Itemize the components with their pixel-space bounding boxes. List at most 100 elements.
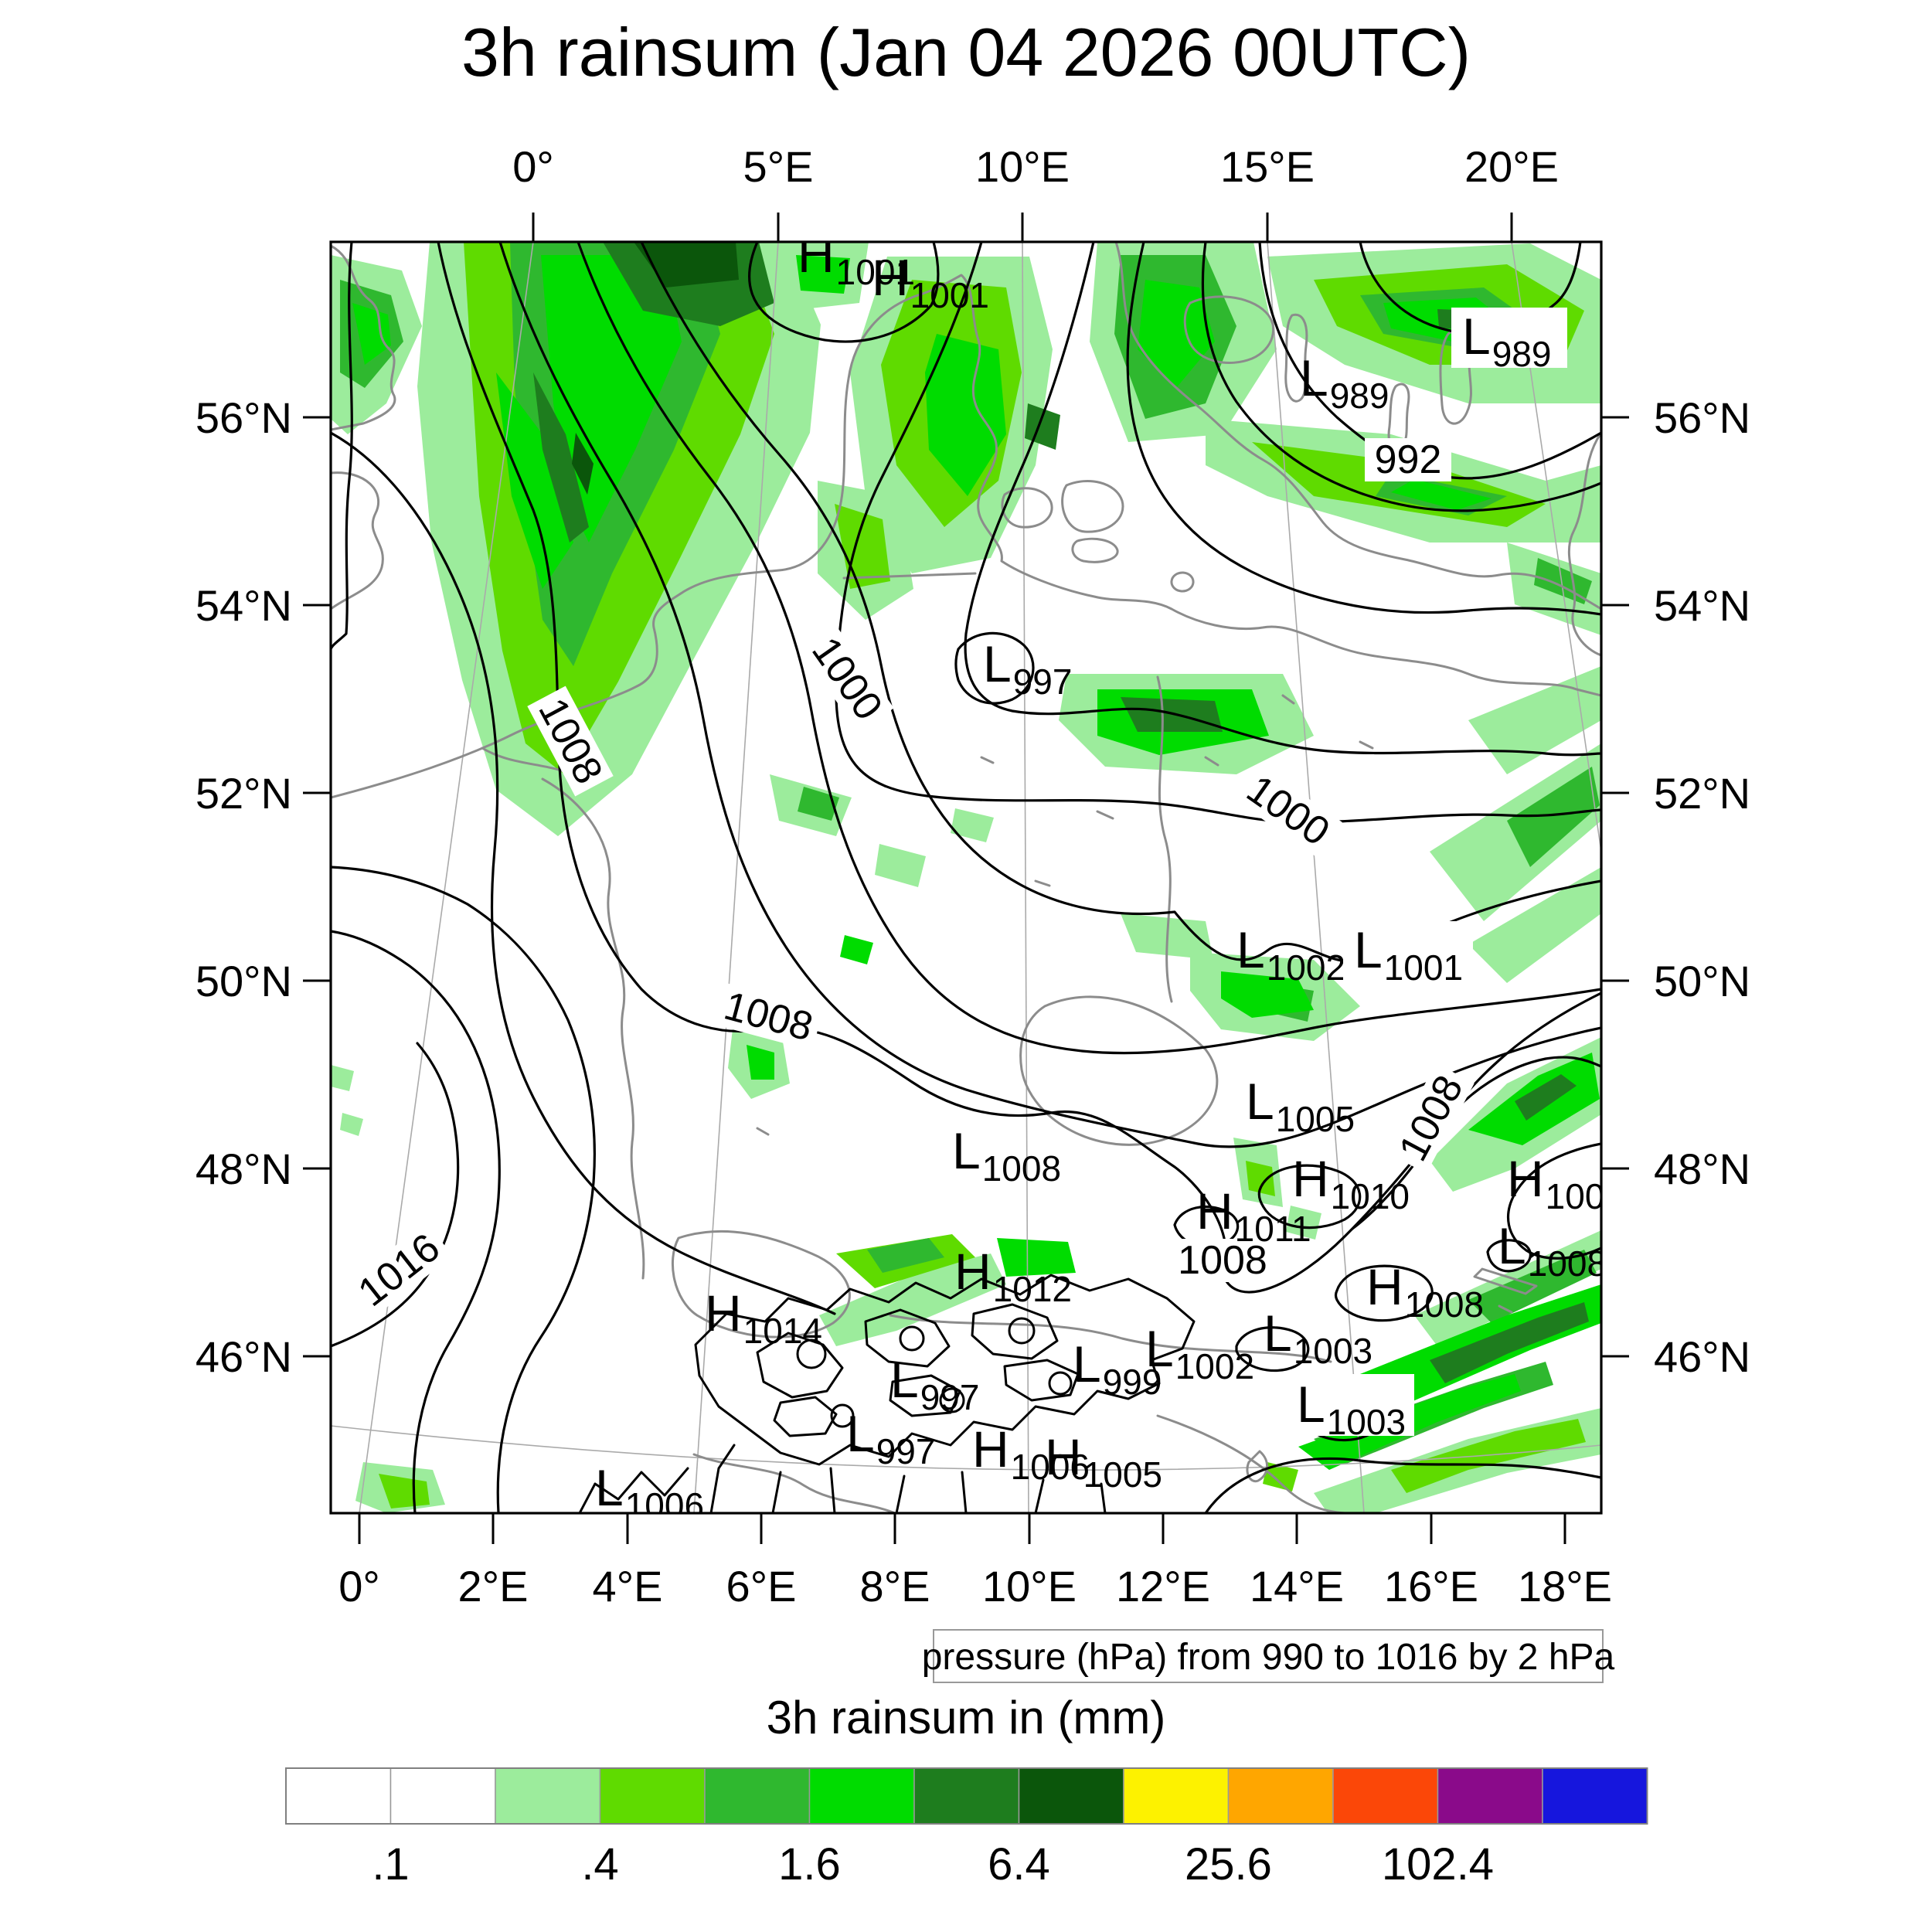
border-czech bbox=[1019, 995, 1219, 1146]
lake-vanern bbox=[1183, 295, 1275, 365]
colorbar-cell bbox=[1018, 1767, 1124, 1825]
bottom-axis-label: 6°E bbox=[726, 1562, 797, 1611]
top-axis-label: 5°E bbox=[743, 142, 814, 191]
contour-label-1008-south: 1008 bbox=[1172, 1238, 1274, 1283]
rain-area bbox=[840, 935, 873, 964]
isobar-1006 bbox=[498, 242, 1601, 1148]
contour-label-bg bbox=[1172, 1239, 1274, 1282]
coastline-adriatic bbox=[1156, 1414, 1346, 1513]
lake-balaton bbox=[1473, 1267, 1538, 1295]
rain-area bbox=[835, 504, 890, 589]
isobar-1014 bbox=[331, 930, 501, 1513]
rain-area bbox=[1221, 971, 1314, 1018]
colorbar-cell bbox=[599, 1767, 706, 1825]
colorbar: 3h rainsum in (mm) .1 .4 1.6 6.4 25.6 10… bbox=[285, 1692, 1648, 1889]
rain-area bbox=[1286, 1206, 1321, 1240]
alps-bottom-stub bbox=[771, 1471, 782, 1513]
contour-label-bg bbox=[1388, 1063, 1475, 1174]
bottom-axis-label: 12°E bbox=[1116, 1562, 1210, 1611]
alps-bottom-stub bbox=[709, 1444, 736, 1513]
island-fyn bbox=[1001, 487, 1053, 529]
pressure-center-H1008: H1008 bbox=[1366, 1258, 1484, 1325]
rain-area bbox=[997, 1238, 1076, 1277]
border-switzerland bbox=[671, 1230, 851, 1338]
pressure-center-L1008b: L1008 bbox=[1498, 1217, 1607, 1284]
rain-area bbox=[796, 255, 850, 294]
pressure-center-L999: L999 bbox=[1073, 1335, 1162, 1402]
colorbar-cell bbox=[1123, 1767, 1230, 1825]
bottom-axis-label: 18°E bbox=[1518, 1562, 1612, 1611]
colorbar-cells bbox=[285, 1767, 1648, 1825]
rain-area bbox=[1430, 1302, 1589, 1383]
isobar-1012 bbox=[331, 866, 596, 1513]
isobar-bottomright-1 bbox=[1204, 1457, 1601, 1513]
alps-inner-loop bbox=[1003, 1359, 1080, 1402]
colorbar-cell bbox=[913, 1767, 1020, 1825]
top-axis-label: 10°E bbox=[975, 142, 1070, 191]
isobar-994 bbox=[1201, 242, 1601, 512]
rain-area bbox=[340, 1113, 363, 1136]
peninsula-istria bbox=[1246, 1450, 1268, 1483]
left-axis-label: 48°N bbox=[196, 1145, 292, 1193]
meridian-15E bbox=[1267, 242, 1365, 1513]
rain-area bbox=[1534, 558, 1592, 604]
alps-bottom-stub bbox=[829, 1467, 836, 1513]
alps-inner-loop bbox=[773, 1396, 838, 1437]
rain-area bbox=[1515, 1074, 1577, 1121]
top-axis-label: 0° bbox=[512, 142, 554, 191]
alps-small-contour bbox=[830, 1403, 855, 1428]
right-axis-label: 50°N bbox=[1654, 957, 1750, 1005]
alps-small-contour bbox=[899, 1325, 925, 1352]
rain-area bbox=[747, 1045, 774, 1080]
pressure-center-L989b: L989 bbox=[1462, 308, 1551, 374]
left-axis: 56°N 54°N 52°N 50°N 48°N 46°N bbox=[196, 393, 331, 1381]
pressure-center-H1001b: H1001 bbox=[872, 249, 989, 315]
pressure-center-L997b: L997 bbox=[890, 1351, 979, 1417]
pressure-center-H1012: H1012 bbox=[954, 1243, 1072, 1309]
alps-inner-loop bbox=[756, 1332, 844, 1399]
pressure-center-L989b-boxed: L989 bbox=[1451, 308, 1567, 374]
pressure-legend-box bbox=[933, 1629, 1604, 1683]
island-bornholm bbox=[1170, 571, 1195, 593]
isobar-1000-loop-H1001 bbox=[748, 242, 940, 343]
isobar-1000 bbox=[835, 242, 1601, 824]
right-axis-label: 46°N bbox=[1654, 1332, 1750, 1381]
rain-area bbox=[867, 1238, 944, 1273]
rain-area bbox=[634, 242, 739, 287]
pressure-center-L1003b-boxed: L1003 bbox=[1284, 1374, 1414, 1442]
alps-bottom-stub bbox=[1034, 1478, 1045, 1513]
coastline-channel-jutland-baltic bbox=[331, 274, 1601, 799]
alps-inner-loop bbox=[864, 1308, 951, 1368]
contour-label-1000-east: 1000 bbox=[1233, 764, 1342, 858]
contour-label-bg bbox=[345, 1221, 453, 1319]
bottom-axis-label: 8°E bbox=[860, 1562, 930, 1611]
left-axis-label: 52°N bbox=[196, 769, 292, 818]
isobar-loop-L1008 bbox=[1486, 1239, 1532, 1273]
alps-bottom-stub bbox=[895, 1475, 906, 1513]
contour-label-1016: 1016 bbox=[345, 1221, 453, 1319]
contour-label-bg bbox=[713, 982, 824, 1051]
left-axis-label: 46°N bbox=[196, 1332, 292, 1381]
rain-area bbox=[1468, 1250, 1597, 1323]
colorbar-cell bbox=[389, 1767, 496, 1825]
rain-area bbox=[1391, 479, 1492, 510]
pressure-centers: H1001 H1001 L989 L989 L997 L1002 L1001 L… bbox=[595, 242, 1607, 1513]
meridian-10E bbox=[1022, 242, 1029, 1513]
coastline-east-baltic bbox=[1567, 431, 1601, 657]
rain-area bbox=[1246, 1161, 1275, 1196]
contour-label-bg bbox=[527, 685, 614, 797]
colorbar-tick-label: .4 bbox=[581, 1839, 618, 1889]
pressure-center-L997a: L997 bbox=[983, 635, 1072, 702]
bottom-axis-label: 16°E bbox=[1384, 1562, 1478, 1611]
border-rhine bbox=[541, 777, 645, 1280]
meridian-5E bbox=[693, 242, 779, 1513]
contour-label-992: 992 bbox=[1365, 437, 1451, 482]
alps-outer-loop bbox=[694, 1274, 1196, 1466]
rain-area bbox=[951, 808, 994, 842]
rain-area bbox=[1263, 1462, 1298, 1492]
coastline-england bbox=[331, 471, 384, 611]
rain-area bbox=[925, 334, 1006, 496]
border-austria-italy bbox=[889, 1314, 1332, 1363]
contour-label-text: 1008 bbox=[1178, 1238, 1267, 1283]
